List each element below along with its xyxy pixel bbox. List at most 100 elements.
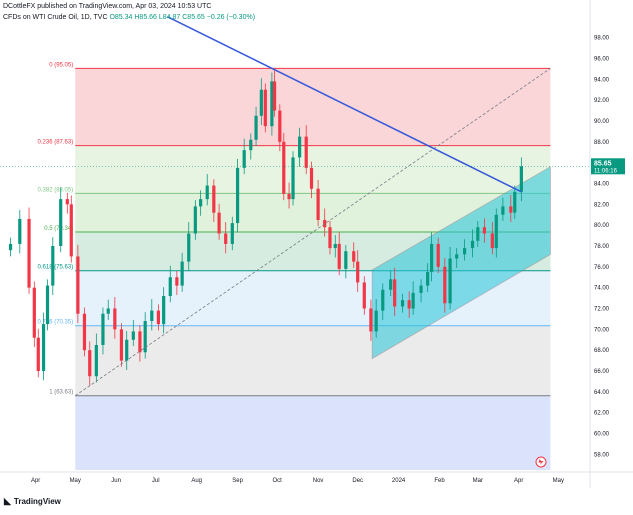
candle-body bbox=[264, 90, 267, 126]
candle-body bbox=[249, 140, 252, 150]
y-tick-label: 76.00 bbox=[594, 265, 610, 271]
candle-body bbox=[282, 142, 285, 194]
y-tick-label: 72.00 bbox=[594, 307, 610, 313]
y-tick-label: 82.00 bbox=[594, 202, 610, 208]
candle-body bbox=[181, 262, 184, 286]
candle-body bbox=[363, 282, 366, 308]
fib-label-0.382: 0.382 (83.05) bbox=[38, 187, 74, 193]
candle-body bbox=[70, 204, 73, 256]
y-tick-label: 84.00 bbox=[594, 181, 610, 187]
candle-body bbox=[83, 314, 86, 350]
y-tick-label: 70.00 bbox=[594, 327, 610, 333]
candle-body bbox=[463, 248, 466, 254]
candle-body bbox=[334, 244, 337, 248]
candle-body bbox=[305, 137, 308, 168]
candle-body bbox=[254, 116, 257, 140]
fib-label-0.236: 0.236 (87.63) bbox=[38, 140, 74, 146]
watermark-text: TradingView bbox=[14, 497, 61, 506]
price-tag-value: 85.65 bbox=[594, 160, 612, 167]
candle-body bbox=[401, 300, 404, 306]
symbol-line: CFDs on WTI Crude Oil, 1D, TVC O85.34 H8… bbox=[3, 14, 255, 21]
candle-body bbox=[33, 288, 36, 338]
candle-body bbox=[42, 324, 45, 371]
y-tick-label: 62.00 bbox=[594, 411, 610, 417]
candle-body bbox=[495, 215, 498, 248]
candle-body bbox=[27, 219, 30, 288]
candle-body bbox=[120, 329, 123, 360]
y-tick-label: 94.00 bbox=[594, 77, 610, 83]
fib-zone-extension bbox=[75, 396, 550, 470]
x-tick-label: Nov bbox=[313, 478, 324, 484]
candle-body bbox=[426, 272, 429, 286]
x-tick-label: Jul bbox=[152, 478, 160, 484]
candle-body bbox=[107, 309, 110, 314]
candle-body bbox=[344, 251, 347, 269]
candle-body bbox=[328, 227, 331, 248]
candle-body bbox=[231, 223, 234, 244]
y-tick-label: 98.00 bbox=[594, 36, 610, 42]
candle-body bbox=[236, 168, 239, 223]
symbol-title: CFDs on WTI Crude Oil, 1D, TVC bbox=[3, 14, 108, 21]
candle-body bbox=[476, 227, 479, 241]
y-tick-label: 88.00 bbox=[594, 140, 610, 146]
candle-body bbox=[224, 233, 227, 243]
x-tick-label: Dec bbox=[352, 478, 363, 484]
candle-body bbox=[18, 219, 21, 244]
candle-body bbox=[455, 254, 458, 258]
candle-body bbox=[169, 277, 172, 296]
candle-body bbox=[88, 350, 91, 376]
candle-body bbox=[51, 246, 54, 286]
x-tick-label: Sep bbox=[232, 478, 243, 484]
candle-body bbox=[76, 256, 79, 313]
candle-body bbox=[491, 233, 494, 248]
candle-body bbox=[381, 290, 384, 311]
candle-body bbox=[408, 300, 411, 308]
x-tick-label: 2024 bbox=[392, 478, 406, 484]
x-tick-label: Jun bbox=[111, 478, 121, 484]
y-tick-label: 80.00 bbox=[594, 223, 610, 229]
candle-body bbox=[419, 286, 422, 293]
candle-body bbox=[278, 111, 281, 142]
fib-label-1: 1 (63.63) bbox=[49, 390, 73, 396]
fib-label-0.618: 0.618 (75.63) bbox=[38, 265, 74, 271]
candle-body bbox=[157, 311, 160, 325]
tradingview-logo-icon: ◣ bbox=[4, 496, 11, 507]
candle-body bbox=[113, 309, 116, 330]
candle-body bbox=[471, 241, 474, 248]
candle-body bbox=[218, 213, 221, 234]
y-tick-label: 74.00 bbox=[594, 286, 610, 292]
x-tick-label: Apr bbox=[31, 478, 40, 484]
candle-body bbox=[513, 192, 516, 213]
candle-body bbox=[412, 293, 415, 309]
candle-body bbox=[520, 166, 523, 192]
ohlc-values: O85.34 H85.66 L84.87 C85.65 −0.26 (−0.30… bbox=[109, 14, 255, 21]
tradingview-watermark: ◣ TradingView bbox=[4, 496, 61, 507]
x-tick-label: Oct bbox=[273, 478, 283, 484]
publisher-line: DCottleFX published on TradingView.com, … bbox=[3, 3, 211, 10]
candle-body bbox=[132, 331, 135, 339]
y-tick-label: 64.00 bbox=[594, 390, 610, 396]
candle-body bbox=[206, 186, 209, 200]
candle-body bbox=[501, 206, 504, 214]
candle-body bbox=[356, 262, 359, 283]
price-tag-countdown: 11:06:16 bbox=[594, 168, 618, 174]
candle-body bbox=[46, 286, 49, 325]
candle-body bbox=[316, 189, 319, 220]
x-tick-label: Feb bbox=[434, 478, 445, 484]
x-tick-label: Mar bbox=[473, 478, 483, 484]
y-tick-label: 58.00 bbox=[594, 452, 610, 458]
y-tick-label: 78.00 bbox=[594, 244, 610, 250]
candle-body bbox=[430, 244, 433, 272]
candle-body bbox=[352, 251, 355, 261]
candle-body bbox=[323, 220, 326, 227]
candle-body bbox=[287, 194, 290, 199]
candle-body bbox=[298, 137, 301, 158]
candle-body bbox=[291, 157, 294, 199]
candle-body bbox=[9, 244, 12, 250]
candle-body bbox=[437, 244, 440, 267]
candle-body bbox=[187, 233, 190, 261]
y-tick-label: 66.00 bbox=[594, 369, 610, 375]
candle-body bbox=[175, 277, 178, 285]
